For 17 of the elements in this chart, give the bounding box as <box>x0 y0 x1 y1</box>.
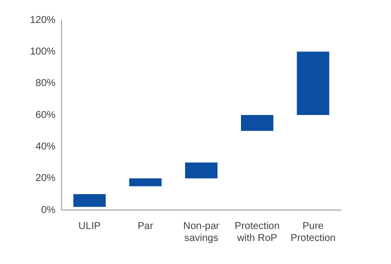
y-tick-label: 100% <box>30 46 56 58</box>
x-tick-label: Pure Protection <box>290 220 336 244</box>
bar <box>240 115 274 131</box>
y-tick-label: 20% <box>36 173 56 184</box>
y-tick-label: 60% <box>36 110 56 121</box>
x-tick-label: Par <box>138 220 154 232</box>
y-tick-label: 40% <box>36 141 56 152</box>
bar <box>129 178 162 186</box>
y-tick-label: 120% <box>30 14 56 26</box>
y-tick-label: 80% <box>36 78 56 90</box>
x-tick-label: Protection with RoP <box>234 220 280 244</box>
bar <box>185 162 218 178</box>
y-tick-label: 0% <box>41 204 56 216</box>
bar <box>296 52 330 115</box>
x-tick-label: ULIP <box>78 220 101 232</box>
x-tick-label: Non-par savings <box>183 220 220 244</box>
bar <box>73 194 106 207</box>
